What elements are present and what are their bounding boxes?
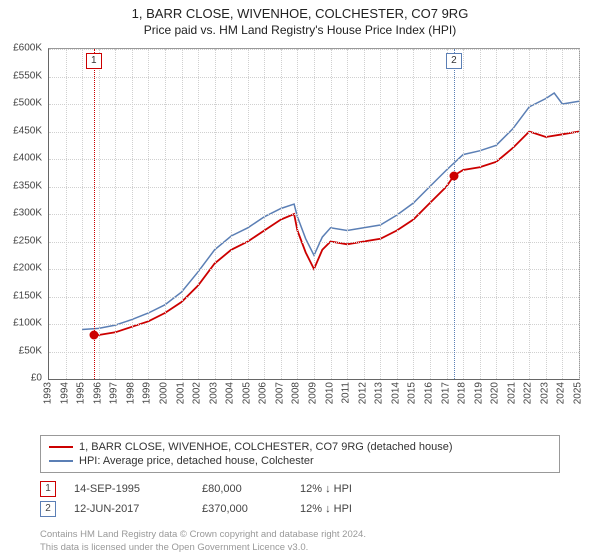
chart-subtitle: Price paid vs. HM Land Registry's House … xyxy=(0,23,600,37)
legend-box: 1, BARR CLOSE, WIVENHOE, COLCHESTER, CO7… xyxy=(40,435,560,473)
sales-rows: 1 14-SEP-1995 £80,000 12% ↓ HPI 2 12-JUN-2017… xyxy=(40,479,560,519)
chart-title: 1, BARR CLOSE, WIVENHOE, COLCHESTER, CO7… xyxy=(0,6,600,21)
x-axis-label: 2011 xyxy=(341,382,352,404)
y-axis-label: £250K xyxy=(13,235,42,246)
x-axis-label: 2008 xyxy=(291,382,302,404)
sale-price: £80,000 xyxy=(202,483,282,495)
x-axis-label: 2021 xyxy=(506,382,517,404)
x-axis-label: 2022 xyxy=(523,382,534,404)
x-axis-label: 2025 xyxy=(573,382,584,404)
sale-marker-box: 2 xyxy=(40,501,56,517)
x-axis-label: 1993 xyxy=(43,382,54,404)
x-axis-label: 2020 xyxy=(490,382,501,404)
chart-area: 12 £0£50K£100K£150K£200K£250K£300K£350K£… xyxy=(48,48,578,398)
sale-marker-box: 1 xyxy=(40,481,56,497)
sale-row: 2 12-JUN-2017 £370,000 12% ↓ HPI xyxy=(40,499,560,519)
x-axis-label: 2017 xyxy=(440,382,451,404)
x-axis-label: 2012 xyxy=(357,382,368,404)
x-axis-label: 2002 xyxy=(192,382,203,404)
y-axis-label: £300K xyxy=(13,208,42,219)
sale-point-dot xyxy=(449,171,458,180)
sale-price: £370,000 xyxy=(202,503,282,515)
sale-point-dot xyxy=(89,331,98,340)
y-axis-label: £500K xyxy=(13,98,42,109)
sale-row: 1 14-SEP-1995 £80,000 12% ↓ HPI xyxy=(40,479,560,499)
x-axis-label: 2018 xyxy=(457,382,468,404)
legend-block: 1, BARR CLOSE, WIVENHOE, COLCHESTER, CO7… xyxy=(40,435,560,519)
y-axis-label: £600K xyxy=(13,43,42,54)
x-axis-label: 2003 xyxy=(208,382,219,404)
x-axis-label: 2006 xyxy=(258,382,269,404)
x-axis-label: 1997 xyxy=(109,382,120,404)
x-axis-label: 2007 xyxy=(274,382,285,404)
y-axis-label: £400K xyxy=(13,153,42,164)
x-axis-label: 2013 xyxy=(374,382,385,404)
sale-hpi-diff: 12% ↓ HPI xyxy=(300,503,352,515)
footer-attribution: Contains HM Land Registry data © Crown c… xyxy=(40,529,366,554)
legend-item: 1, BARR CLOSE, WIVENHOE, COLCHESTER, CO7… xyxy=(49,440,551,454)
sale-hpi-diff: 12% ↓ HPI xyxy=(300,483,352,495)
x-axis-label: 2023 xyxy=(539,382,550,404)
y-axis-label: £50K xyxy=(19,345,42,356)
plot-region: 12 xyxy=(48,48,580,380)
y-axis-label: £100K xyxy=(13,318,42,329)
x-axis-label: 1998 xyxy=(125,382,136,404)
x-axis-label: 2015 xyxy=(407,382,418,404)
x-axis-label: 2009 xyxy=(308,382,319,404)
x-axis-label: 2005 xyxy=(241,382,252,404)
x-axis-label: 1996 xyxy=(92,382,103,404)
y-axis-label: £550K xyxy=(13,70,42,81)
footer-line2: This data is licensed under the Open Gov… xyxy=(40,542,366,554)
x-axis-label: 2010 xyxy=(324,382,335,404)
x-axis-label: 2024 xyxy=(556,382,567,404)
y-axis-label: £350K xyxy=(13,180,42,191)
x-axis-label: 2014 xyxy=(390,382,401,404)
sale-date: 14-SEP-1995 xyxy=(74,483,184,495)
sale-date: 12-JUN-2017 xyxy=(74,503,184,515)
legend-item: HPI: Average price, detached house, Colc… xyxy=(49,454,551,468)
marker-box: 1 xyxy=(86,53,102,69)
legend-label: HPI: Average price, detached house, Colc… xyxy=(79,455,314,467)
x-axis-label: 1999 xyxy=(142,382,153,404)
x-axis-label: 2001 xyxy=(175,382,186,404)
x-axis-label: 2004 xyxy=(225,382,236,404)
x-axis-label: 2000 xyxy=(158,382,169,404)
marker-box: 2 xyxy=(446,53,462,69)
legend-label: 1, BARR CLOSE, WIVENHOE, COLCHESTER, CO7… xyxy=(79,441,453,453)
y-axis-label: £200K xyxy=(13,263,42,274)
legend-swatch xyxy=(49,460,73,462)
x-axis-label: 1994 xyxy=(59,382,70,404)
x-axis-label: 2016 xyxy=(423,382,434,404)
x-axis-label: 2019 xyxy=(473,382,484,404)
y-axis-label: £450K xyxy=(13,125,42,136)
y-axis-label: £150K xyxy=(13,290,42,301)
x-axis-label: 1995 xyxy=(76,382,87,404)
y-axis-label: £0 xyxy=(31,373,42,384)
legend-swatch xyxy=(49,446,73,448)
footer-line1: Contains HM Land Registry data © Crown c… xyxy=(40,529,366,541)
